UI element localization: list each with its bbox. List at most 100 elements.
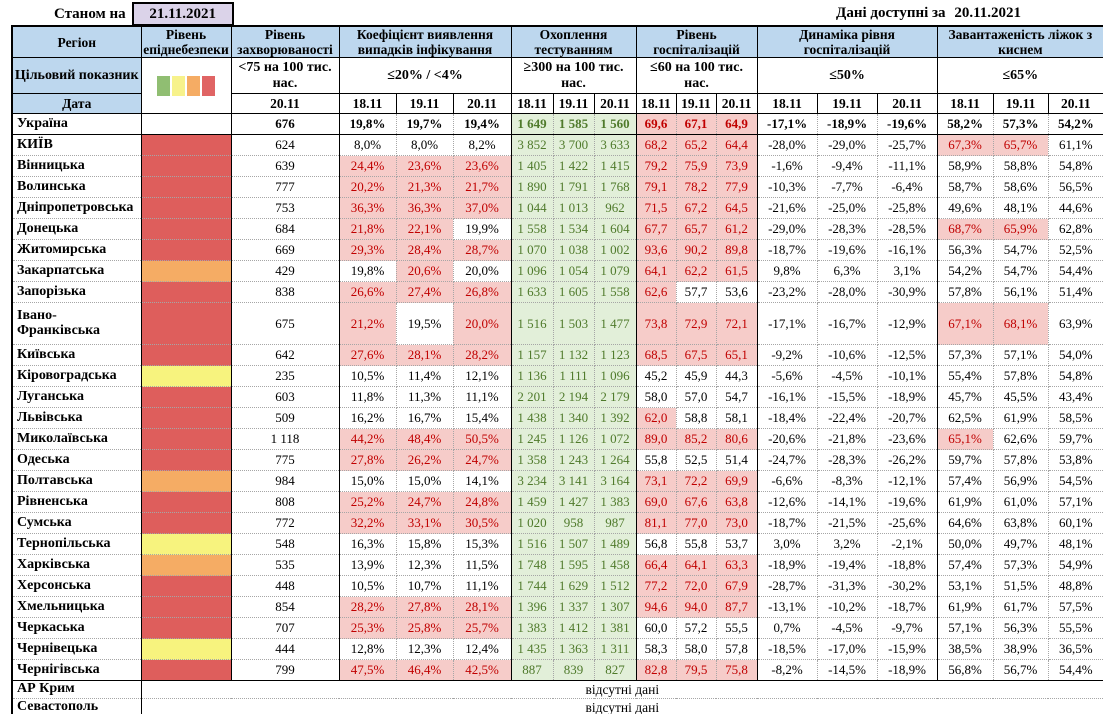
hosp-cell: 85,2 xyxy=(676,428,717,451)
dyn-cell: -25,6% xyxy=(877,512,938,535)
dyn-cell: -4,5% xyxy=(817,365,878,388)
detect-cell: 11,1% xyxy=(453,386,512,409)
danger-cell xyxy=(141,176,232,199)
beds-cell: 65,1% xyxy=(937,428,994,451)
testing-cell: 1 132 xyxy=(553,344,595,367)
hosp-cell: 79,1 xyxy=(636,176,677,199)
dyn-cell: -16,1% xyxy=(877,239,938,262)
as-of-date-box: 21.11.2021 xyxy=(131,2,234,26)
testing-cell: 1 096 xyxy=(594,365,637,388)
dyn-cell: 6,3% xyxy=(817,260,878,283)
hosp-cell: 58,0 xyxy=(676,638,717,661)
beds-cell: 51,4% xyxy=(1048,281,1103,304)
hosp-cell: 62,2 xyxy=(676,260,717,283)
dyn-cell: -19,6% xyxy=(817,239,878,262)
detect-cell: 27,6% xyxy=(339,344,397,367)
region-cell: Вінницька xyxy=(12,155,142,178)
col-group-danger: Рівень епіднебезпеки xyxy=(140,25,232,59)
hosp-cell: 61,2 xyxy=(716,218,758,241)
table-row: Чернігівська 799 47,5% 46,4% 42,5% 887 839 827 8… xyxy=(12,659,1103,682)
col-group-incidence: Рівень захворюваності xyxy=(230,25,340,59)
hosp-cell: 69,0 xyxy=(636,491,677,514)
hosp-cell: 65,2 xyxy=(676,134,717,157)
danger-cell xyxy=(141,113,232,136)
hosp-cell: 58,3 xyxy=(636,638,677,661)
testing-cell: 1 013 xyxy=(553,197,595,220)
hosp-cell: 64,1 xyxy=(676,554,717,577)
incidence-cell: 429 xyxy=(231,260,340,283)
dyn-cell: -18,8% xyxy=(877,554,938,577)
testing-cell: 1 111 xyxy=(553,365,595,388)
danger-cell xyxy=(141,134,232,157)
hosp-cell: 87,7 xyxy=(716,596,758,619)
detect-cell: 15,0% xyxy=(339,470,397,493)
no-data-row: Севастополь відсутні дані xyxy=(12,698,1103,714)
testing-cell: 3 852 xyxy=(511,134,554,157)
table-row: Львівська 509 16,2% 16,7% 15,4% 1 438 1 340 1 3… xyxy=(12,407,1103,430)
detect-cell: 10,5% xyxy=(339,575,397,598)
table-row: Луганська 603 11,8% 11,3% 11,1% 2 201 2 194 2 1… xyxy=(12,386,1103,409)
header-threshold-row: Цільовий показник <75 на 100 тис. нас. ≤2… xyxy=(11,57,1103,115)
danger-cell xyxy=(141,575,232,598)
beds-cell: 51,5% xyxy=(993,575,1049,598)
dyn-cell: -10,2% xyxy=(817,596,878,619)
detect-cell: 25,7% xyxy=(453,617,512,640)
detect-cell: 28,1% xyxy=(396,344,454,367)
threshold-detect: ≤20% / <4% xyxy=(338,57,512,95)
danger-cell xyxy=(141,491,232,514)
beds-cell: 54,2% xyxy=(1048,113,1103,136)
hosp-cell: 53,6 xyxy=(716,281,758,304)
dyn-cell: -20,6% xyxy=(757,428,818,451)
hosp-cell: 58,8 xyxy=(676,407,717,430)
beds-cell: 65,9% xyxy=(993,218,1049,241)
testing-cell: 1 383 xyxy=(511,617,554,640)
dyn-cell: -18,5% xyxy=(757,638,818,661)
dyn-cell: -18,4% xyxy=(757,407,818,430)
testing-cell: 1 791 xyxy=(553,176,595,199)
hosp-cell: 51,4 xyxy=(716,449,758,472)
dyn-cell: -28,7% xyxy=(757,575,818,598)
date-header-hosp-18.11: 18.11 xyxy=(635,93,677,115)
detect-cell: 27,4% xyxy=(396,281,454,304)
testing-cell: 1 560 xyxy=(594,113,637,136)
testing-cell: 1 415 xyxy=(594,155,637,178)
hosp-cell: 63,8 xyxy=(716,491,758,514)
beds-cell: 50,0% xyxy=(937,533,994,556)
no-data-cell: відсутні дані xyxy=(141,680,1103,700)
hosp-cell: 45,9 xyxy=(676,365,717,388)
detect-cell: 36,3% xyxy=(396,197,454,220)
testing-cell: 3 164 xyxy=(594,470,637,493)
dyn-cell: -21,5% xyxy=(817,512,878,535)
as-of-label: Станом на xyxy=(54,5,126,22)
dyn-cell: -1,6% xyxy=(757,155,818,178)
region-cell: Чернігівська xyxy=(12,659,142,682)
dyn-cell: -18,9% xyxy=(757,554,818,577)
testing-cell: 962 xyxy=(594,197,637,220)
detect-cell: 25,8% xyxy=(396,617,454,640)
region-cell: Київська xyxy=(12,344,142,367)
testing-cell: 1 744 xyxy=(511,575,554,598)
region-cell: Україна xyxy=(12,113,142,136)
incidence-cell: 777 xyxy=(231,176,340,199)
testing-cell: 1 558 xyxy=(511,218,554,241)
dyn-cell: 9,8% xyxy=(757,260,818,283)
testing-cell: 958 xyxy=(553,512,595,535)
region-cell: Сумська xyxy=(12,512,142,535)
hosp-cell: 89,0 xyxy=(636,428,677,451)
testing-cell: 1 427 xyxy=(553,491,595,514)
beds-cell: 43,4% xyxy=(1048,386,1103,409)
danger-cell xyxy=(141,155,232,178)
dyn-cell: -19,4% xyxy=(817,554,878,577)
detect-cell: 20,6% xyxy=(396,260,454,283)
dyn-cell: -28,3% xyxy=(817,218,878,241)
dyn-cell: -19,6% xyxy=(877,491,938,514)
beds-cell: 54,2% xyxy=(937,260,994,283)
hosp-cell: 55,8 xyxy=(676,533,717,556)
beds-cell: 65,7% xyxy=(993,134,1049,157)
incidence-cell: 639 xyxy=(231,155,340,178)
top-bar: Станом на 21.11.2021 Дані доступні за 20… xyxy=(0,0,1103,26)
hosp-cell: 44,3 xyxy=(716,365,758,388)
testing-cell: 1 070 xyxy=(511,239,554,262)
dyn-cell: -17,1% xyxy=(757,302,818,346)
